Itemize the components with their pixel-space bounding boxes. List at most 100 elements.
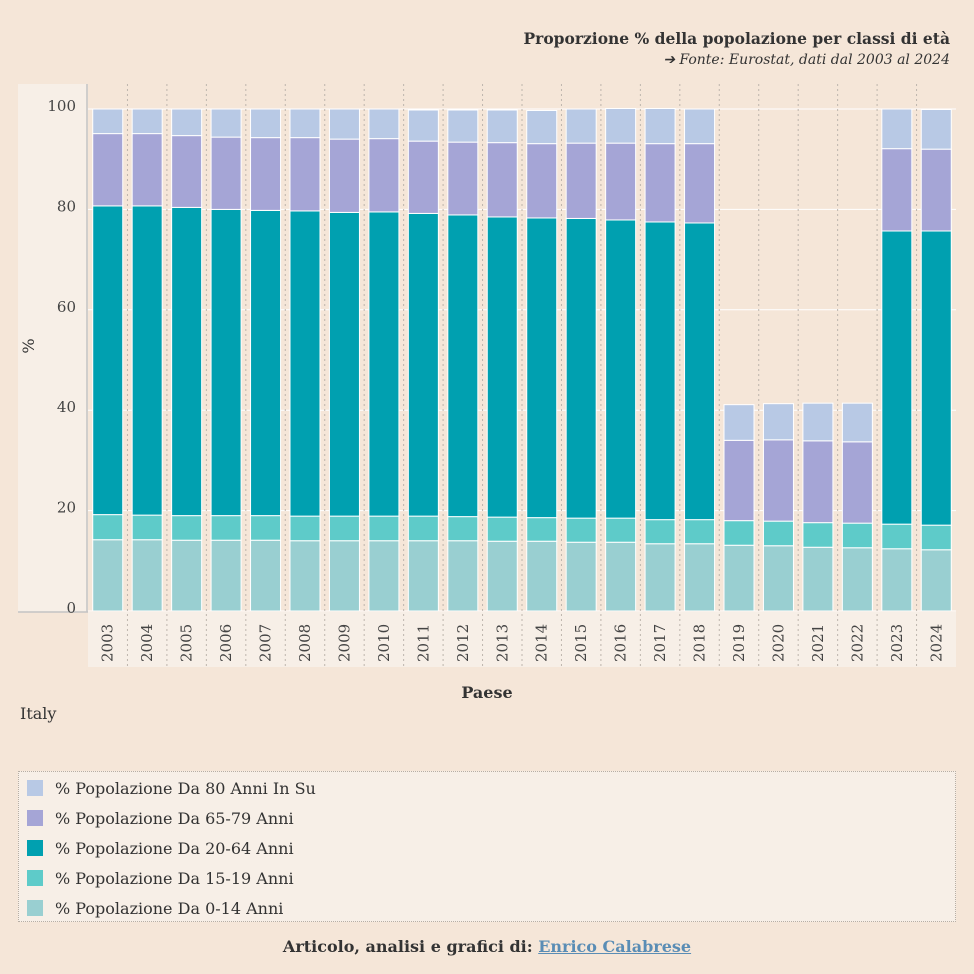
bar-segment (447, 516, 479, 542)
chart-title: Proporzione % della popolazione per clas… (523, 29, 951, 48)
legend-item: % Popolazione Da 0-14 Anni (27, 898, 283, 918)
bar-segment (920, 109, 952, 150)
bar-segment (250, 108, 282, 139)
bar-segment (565, 541, 597, 612)
chart-source: ➔ Fonte: Eurostat, dati dal 2003 al 2024 (663, 52, 950, 68)
bar-segment (605, 142, 637, 221)
y-axis-band (18, 84, 88, 612)
bar-segment (407, 212, 439, 517)
legend-label: % Popolazione Da 0-14 Anni (55, 898, 284, 918)
bar-segment (210, 108, 242, 138)
legend-item: % Popolazione Da 80 Anni In Su (27, 778, 316, 798)
bar-segment (289, 210, 321, 517)
bar-segment (447, 141, 479, 216)
bar-segment (368, 540, 400, 612)
bar-segment (92, 514, 124, 541)
x-tick-label: 2021 (809, 624, 827, 662)
bar-segment (447, 214, 479, 518)
bar-segment (920, 230, 952, 526)
legend-item: % Popolazione Da 65-79 Anni (27, 808, 294, 828)
bar-segment (526, 540, 558, 612)
bar-segment (644, 519, 676, 545)
bar-segment (802, 402, 834, 442)
legend-item: % Popolazione Da 15-19 Anni (27, 868, 294, 888)
x-tick-label: 2008 (296, 624, 314, 662)
bar-segment (684, 222, 716, 521)
bar-segment (565, 108, 597, 144)
bar-segment (407, 109, 439, 142)
bar-segment (328, 138, 360, 213)
bar-segment (605, 517, 637, 543)
legend-swatch (27, 840, 43, 856)
bar-segment (250, 137, 282, 211)
bar-segment (684, 543, 716, 612)
bar-segment (841, 441, 873, 524)
bar-segment (171, 515, 203, 541)
x-tick-label: 2020 (769, 624, 787, 662)
x-axis-label: Paese (461, 683, 512, 700)
bar-segment (486, 216, 518, 518)
bar-segment (684, 143, 716, 224)
bar-segment (289, 108, 321, 139)
y-axis-label: % (19, 338, 38, 353)
bar-segment (841, 522, 873, 549)
bar-segment (210, 208, 242, 517)
bar-segment (841, 402, 873, 443)
bar-segment (802, 546, 834, 612)
bar-segment (368, 138, 400, 213)
bar-segment (92, 108, 124, 135)
bar-segment (605, 107, 637, 144)
bar-segment (447, 540, 479, 612)
bar-segment (407, 540, 439, 612)
bar-segment (526, 143, 558, 219)
x-tick-label: 2005 (178, 624, 196, 662)
bar-segment (684, 108, 716, 145)
y-tick-label: 60 (57, 298, 76, 316)
x-tick-label: 2024 (927, 624, 945, 662)
bar-segment (881, 548, 913, 612)
x-tick-label: 2017 (651, 624, 669, 662)
bar-segment (92, 539, 124, 612)
bar-segment (368, 515, 400, 542)
bar-segment (131, 108, 163, 135)
legend: % Popolazione Da 80 Anni In Su % Popolazi… (18, 771, 956, 922)
bar-segment (644, 221, 676, 521)
legend-swatch (27, 870, 43, 886)
x-tick-label: 2019 (730, 624, 748, 662)
bar-segment (762, 545, 794, 612)
country-label: Italy (20, 704, 57, 723)
bar-segment (565, 142, 597, 219)
bar-segment (368, 108, 400, 140)
footer-prefix: Articolo, analisi e grafici di: (282, 937, 533, 956)
bar-segment (250, 209, 282, 517)
stacked-bar-chart: 0 20 40 60 80 100% 2003 2004 2005 2006 2007 2008 200… (18, 84, 956, 700)
x-tick-label: 2014 (533, 624, 551, 662)
bar-segment (762, 520, 794, 547)
x-tick-label: 2016 (612, 624, 630, 662)
bar-segment (210, 136, 242, 210)
y-tick-label: 20 (57, 499, 76, 517)
author-link[interactable]: Enrico Calabrese (538, 937, 692, 956)
bar-segment (920, 549, 952, 612)
bar-segment (526, 517, 558, 542)
bar-segment (565, 517, 597, 543)
bar-segment (289, 540, 321, 612)
bar-segment (605, 541, 637, 612)
bar-segment (289, 515, 321, 542)
x-tick-label: 2010 (375, 624, 393, 662)
bar-segment (486, 142, 518, 218)
bar-segment (407, 515, 439, 542)
bar-segment (131, 205, 163, 516)
bar-segment (723, 544, 755, 612)
legend-swatch (27, 810, 43, 826)
x-tick-label: 2011 (414, 624, 432, 662)
bar-segment (171, 539, 203, 612)
bar-segment (802, 522, 834, 548)
bar-segment (881, 148, 913, 232)
legend-label: % Popolazione Da 15-19 Anni (55, 868, 294, 888)
x-tick-label: 2022 (848, 624, 866, 662)
legend-label: % Popolazione Da 65-79 Anni (55, 808, 294, 828)
footer-credits: Articolo, analisi e grafici di: Enrico C… (0, 937, 974, 956)
bar-segment (250, 539, 282, 612)
x-tick-label: 2007 (257, 624, 275, 662)
